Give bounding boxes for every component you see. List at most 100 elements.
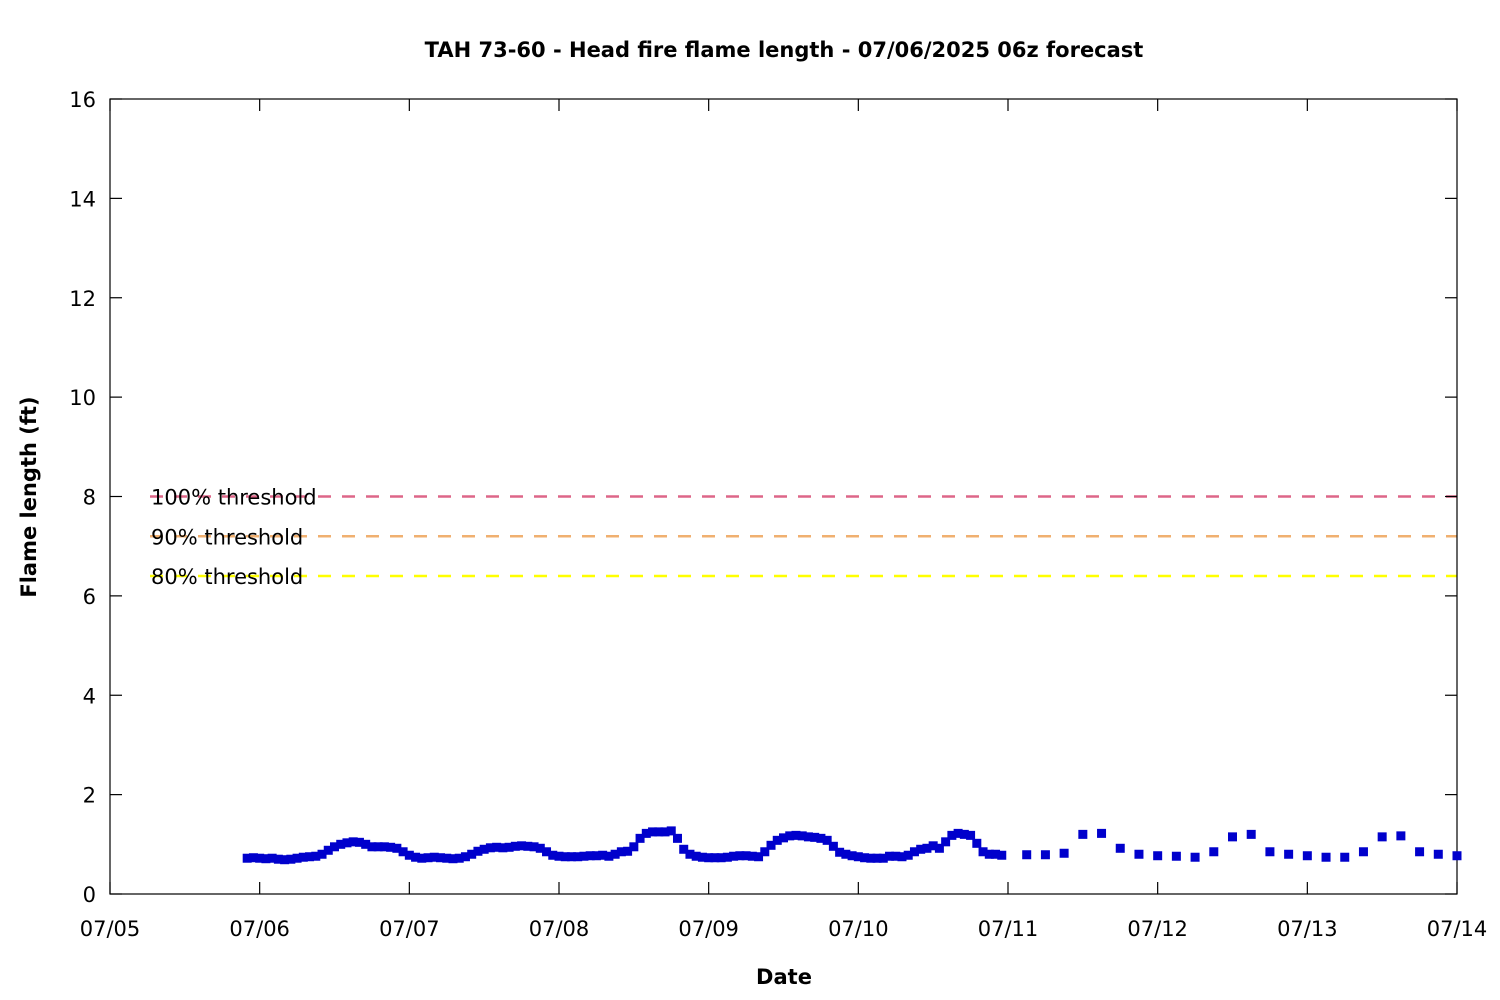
y-tick-label-5: 10 [69,386,96,410]
data-point [648,827,658,837]
data-point [386,842,396,852]
data-point [585,851,595,861]
data-point [853,852,863,862]
data-point [704,853,714,863]
y-axis-label: Flame length (ft) [17,396,41,597]
data-point [835,847,845,857]
x-tick-label-2: 07/07 [379,917,440,941]
data-point [429,852,439,862]
data-point [330,842,339,852]
data-point [404,850,414,860]
data-point [1302,851,1312,861]
data-point [741,851,751,861]
data-point [991,849,1001,859]
data-point [261,854,271,864]
data-point [791,830,801,840]
data-point [772,835,782,845]
data-point [691,851,701,861]
data-point [866,853,876,863]
data-point [492,842,502,852]
data-point [1377,832,1387,842]
data-point [629,842,639,852]
data-point [311,851,321,861]
data-point [498,843,508,853]
data-point [348,837,358,847]
data-point [542,847,552,857]
x-tick-label-7: 07/12 [1127,917,1188,941]
data-point [560,852,570,862]
y-tick-label-2: 4 [83,684,96,708]
data-point [367,842,377,852]
data-point [1134,849,1144,859]
y-tick-label-6: 12 [69,287,96,311]
threshold-label-2: 80% threshold [151,565,303,589]
chart-title: TAH 73-60 - Head fire flame length - 07/… [425,38,1144,62]
data-point [1209,847,1219,857]
data-point [1059,848,1069,858]
data-point [616,847,626,857]
data-point [454,853,464,863]
data-point [248,853,258,863]
data-point [760,847,770,857]
data-point [635,833,645,843]
data-point [610,849,620,859]
data-point [816,833,826,843]
data-point [323,845,333,855]
x-axis-label: Date [756,965,812,989]
data-point [1452,851,1462,861]
data-point [535,843,545,853]
data-point [754,852,764,862]
data-points [242,826,1462,865]
data-point [953,828,963,838]
data-point [529,842,539,852]
data-point [897,852,907,862]
data-point [354,837,364,847]
x-tick-label-9: 07/14 [1427,917,1488,941]
data-point [685,849,695,859]
data-point [1153,851,1163,861]
data-point [803,832,813,842]
data-point [473,846,483,856]
data-point [485,843,495,853]
data-point [1190,852,1200,862]
data-point [729,851,739,861]
data-point [934,843,944,853]
data-point [997,850,1007,860]
data-point [860,853,870,863]
data-point [436,853,446,863]
data-point [672,833,682,843]
data-point [922,843,932,853]
data-point [785,831,795,841]
data-point [479,844,489,854]
data-point [411,852,421,862]
data-point [373,842,383,852]
data-point [847,851,857,861]
threshold-lines: 100% threshold 90% threshold 80% threshold [150,486,1457,589]
data-point [305,852,315,862]
x-tick-label-6: 07/11 [978,917,1039,941]
data-point [510,841,520,851]
data-point [878,853,888,863]
threshold-label-1: 90% threshold [151,525,303,549]
data-point [392,843,402,853]
data-point [916,844,926,854]
y-tick-label-8: 16 [69,88,96,112]
data-point [660,827,670,837]
data-point [336,839,346,849]
x-tick-label-0: 07/05 [80,917,141,941]
data-point [716,853,726,863]
data-point [504,842,514,852]
y-tick-label-1: 2 [83,784,96,808]
data-point [697,852,707,862]
data-point [766,840,776,850]
data-point [1115,843,1125,853]
x-tick-label-1: 07/06 [229,917,290,941]
data-point [1284,849,1294,859]
x-tick-label-5: 07/10 [828,917,889,941]
data-point [1358,847,1368,857]
data-point [710,853,720,863]
data-point [292,853,302,863]
data-point [517,841,527,851]
data-point [242,853,252,863]
